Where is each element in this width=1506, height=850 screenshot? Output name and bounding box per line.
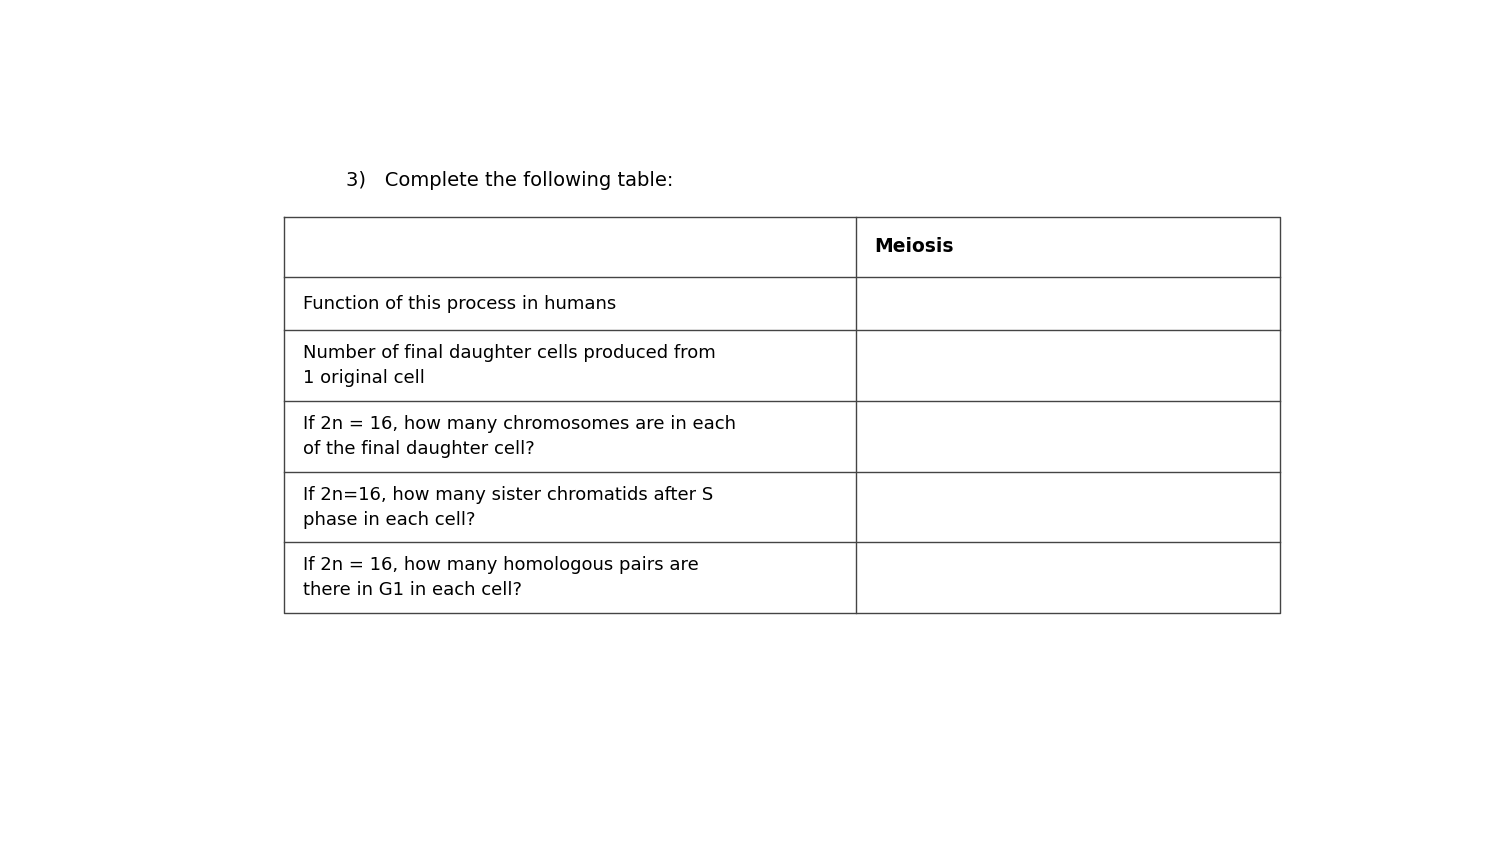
- Text: Meiosis: Meiosis: [875, 237, 953, 256]
- Text: Function of this process in humans: Function of this process in humans: [303, 295, 616, 313]
- Text: If 2n=16, how many sister chromatids after S
phase in each cell?: If 2n=16, how many sister chromatids aft…: [303, 485, 712, 529]
- Text: Number of final daughter cells produced from
1 original cell: Number of final daughter cells produced …: [303, 344, 715, 388]
- Text: 3)   Complete the following table:: 3) Complete the following table:: [346, 171, 673, 190]
- Text: If 2n = 16, how many chromosomes are in each
of the final daughter cell?: If 2n = 16, how many chromosomes are in …: [303, 415, 735, 458]
- Text: If 2n = 16, how many homologous pairs are
there in G1 in each cell?: If 2n = 16, how many homologous pairs ar…: [303, 556, 699, 599]
